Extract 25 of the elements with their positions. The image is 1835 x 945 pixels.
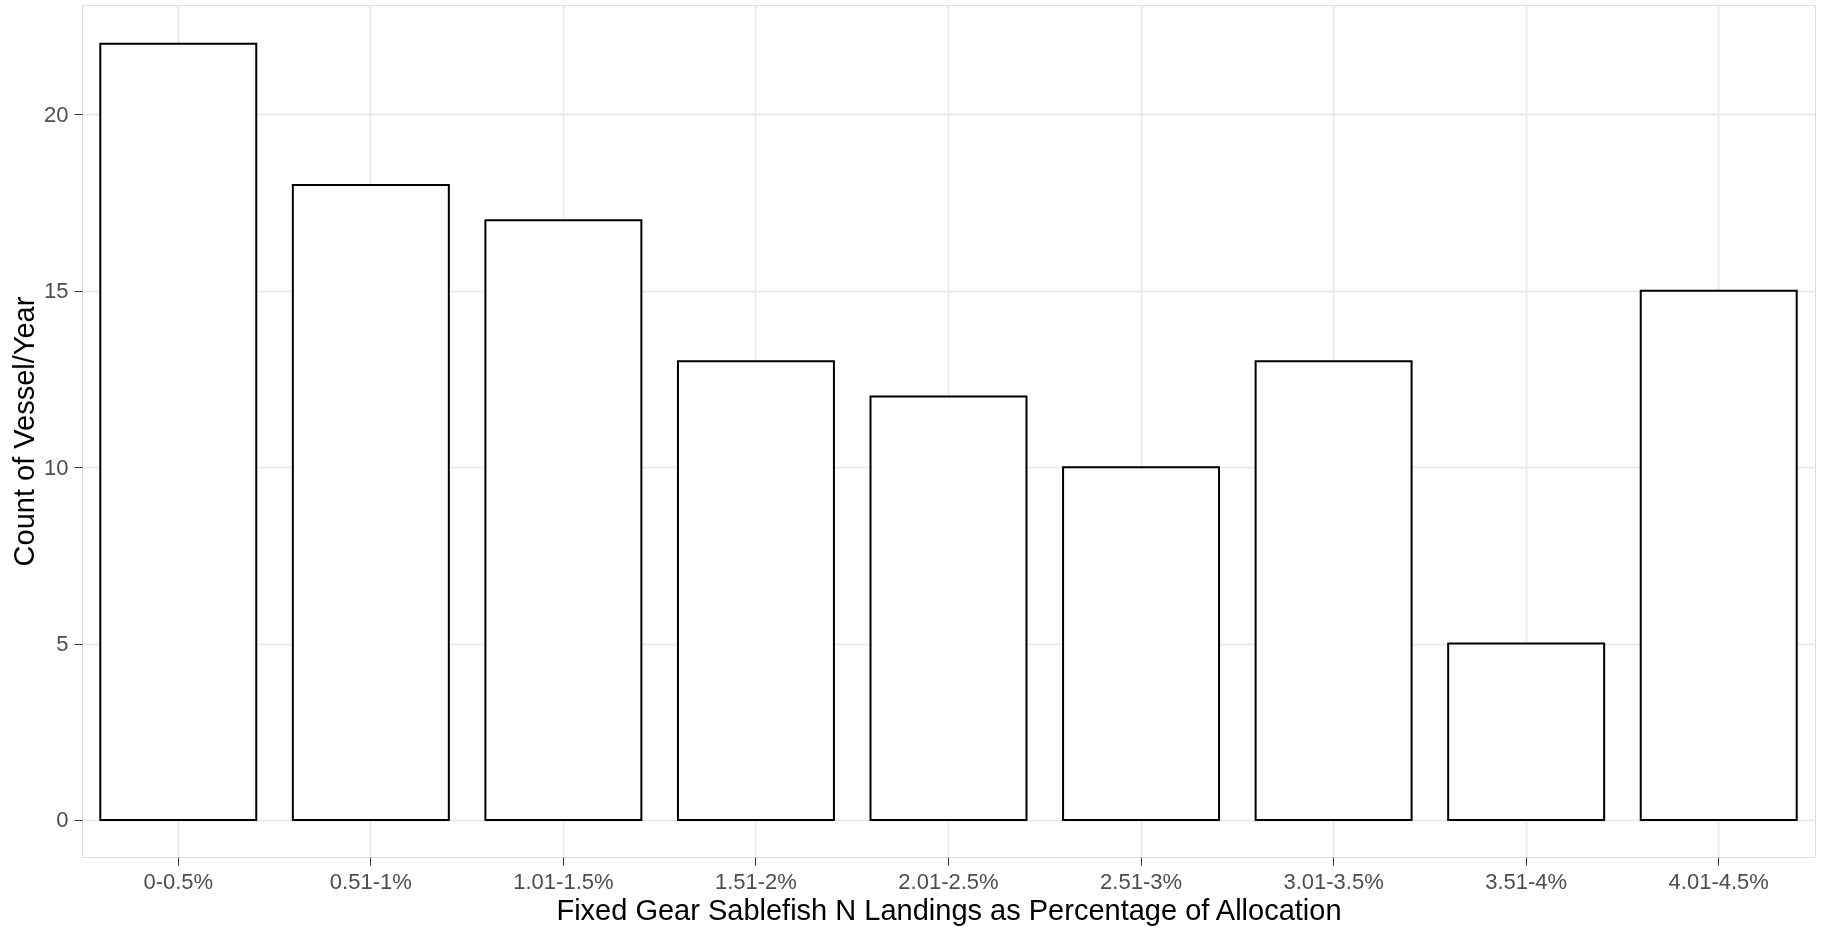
x-axis-title: Fixed Gear Sablefish N Landings as Percentage of Allocation [556, 893, 1342, 926]
bar [1639, 289, 1798, 821]
x-tick-label: 3.51-4% [1485, 868, 1568, 894]
bar [291, 183, 450, 821]
y-tick-label: 15 [44, 278, 69, 304]
x-tick-label: 3.01-3.5% [1283, 868, 1384, 894]
bar [484, 219, 643, 821]
y-tick-label: 5 [56, 631, 69, 657]
x-tick-label: 2.51-3% [1100, 868, 1183, 894]
bar [99, 42, 258, 821]
y-axis-title: Count of Vessel/Year [8, 296, 41, 567]
x-tick-label: 1.01-1.5% [513, 868, 614, 894]
x-tick-label: 1.51-2% [714, 868, 797, 894]
x-tick-label: 0.51-1% [329, 868, 412, 894]
x-tick-label: 2.01-2.5% [898, 868, 999, 894]
x-tick-label: 4.01-4.5% [1668, 868, 1769, 894]
bar [869, 395, 1028, 821]
y-tick-label: 20 [44, 101, 69, 127]
bar [1254, 360, 1413, 821]
bar [1447, 642, 1606, 821]
y-tick-label: 10 [44, 454, 69, 480]
x-tick-label: 0-0.5% [143, 868, 214, 894]
y-tick-label: 0 [56, 807, 69, 833]
bar [676, 360, 835, 821]
bar [1062, 466, 1221, 821]
